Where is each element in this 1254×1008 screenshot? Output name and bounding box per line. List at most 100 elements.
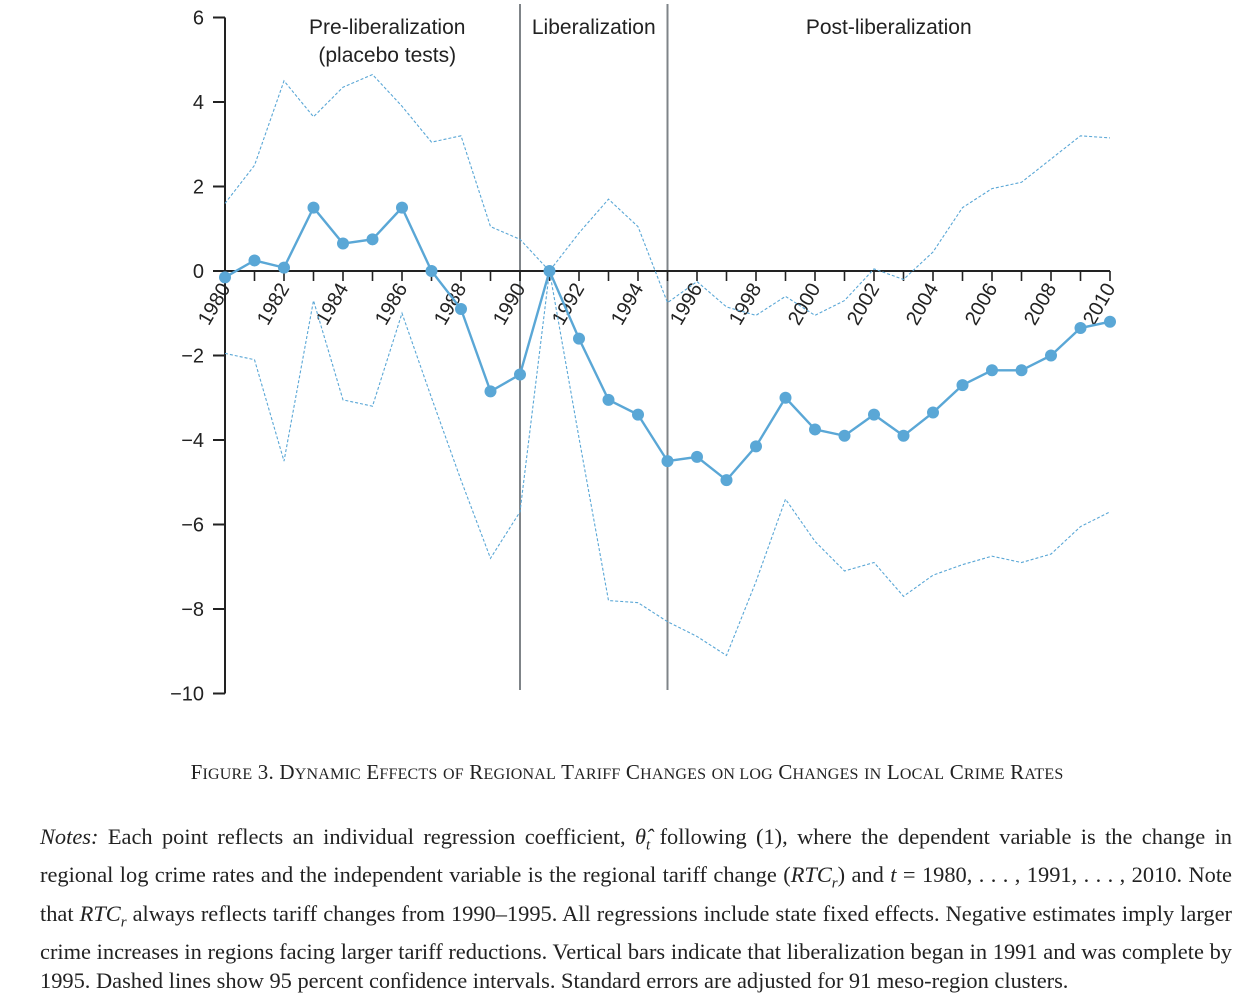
caption-number: 3. bbox=[252, 760, 280, 784]
estimate-point bbox=[750, 440, 762, 453]
caption-smallcaps: OCAL bbox=[899, 766, 945, 783]
y-tick-label: −4 bbox=[181, 430, 204, 452]
x-tick-label: 1998 bbox=[725, 280, 766, 330]
caption-smallcaps: ATES bbox=[1024, 766, 1064, 783]
estimate-point bbox=[602, 393, 615, 406]
caption-initial: E bbox=[366, 760, 380, 784]
estimate-point bbox=[484, 385, 497, 398]
y-tick-label: −10 bbox=[170, 684, 204, 706]
estimate-point bbox=[337, 237, 349, 250]
caption-smallcaps: ARIFF bbox=[574, 766, 621, 783]
caption-smallcaps: RIME bbox=[963, 766, 1005, 783]
estimate-point bbox=[1074, 322, 1087, 335]
caption-smallcaps: HANGES bbox=[792, 766, 859, 783]
caption-smallcaps: HANGES bbox=[640, 766, 707, 783]
estimate-point bbox=[956, 379, 969, 392]
y-tick-label: 6 bbox=[193, 8, 204, 30]
estimate-point bbox=[366, 233, 379, 246]
notes-text-1: Each point reflects an individual regres… bbox=[98, 824, 636, 849]
notes-text-3: ) and bbox=[837, 862, 891, 888]
y-tick-label: −6 bbox=[181, 515, 204, 537]
figure-caption: FIGURE 3. DYNAMIC EFFECTS OF REGIONAL TA… bbox=[0, 760, 1254, 785]
caption-initial: C bbox=[625, 760, 641, 784]
y-tick-label: −2 bbox=[181, 346, 204, 368]
caption-smallcaps: OF bbox=[442, 766, 464, 783]
estimate-point bbox=[691, 450, 703, 463]
estimate-point bbox=[307, 201, 320, 214]
estimate-point bbox=[868, 408, 880, 421]
x-tick-label: 1980 bbox=[194, 280, 235, 330]
estimate-point bbox=[779, 391, 792, 404]
x-tick-label: 2002 bbox=[843, 280, 884, 330]
phase-label: (placebo tests) bbox=[318, 44, 456, 67]
caption-initial: T bbox=[561, 760, 575, 784]
t-variable: t bbox=[890, 862, 897, 888]
y-tick-label: 0 bbox=[193, 261, 204, 283]
x-tick-label: 1996 bbox=[666, 280, 707, 330]
x-tick-label: 1992 bbox=[548, 280, 589, 330]
caption-initial: F bbox=[190, 760, 203, 784]
estimate-point bbox=[1104, 315, 1116, 328]
x-tick-label: 1986 bbox=[371, 280, 412, 330]
x-tick-label: 1982 bbox=[253, 280, 294, 330]
phase-label: Liberalization bbox=[532, 16, 656, 39]
x-axis: 1980 1982 1984 1986 1988 1990 1992 1994 1996 1998… bbox=[194, 270, 1120, 330]
phase-labels: Pre-liberalization (placebo tests) Liberal… bbox=[309, 16, 972, 67]
estimate-point bbox=[396, 201, 408, 214]
caption-initial: L bbox=[886, 760, 900, 784]
estimate-point bbox=[661, 455, 674, 468]
x-tick-label: 1994 bbox=[607, 280, 648, 330]
caption-initial: R bbox=[469, 760, 484, 784]
estimate-point bbox=[1045, 349, 1057, 362]
caption-smallcaps: FFECTS bbox=[379, 766, 438, 783]
x-tick-label: 2004 bbox=[902, 280, 943, 330]
caption-smallcaps: IGURE bbox=[202, 766, 253, 783]
caption-initial: D bbox=[279, 760, 295, 784]
estimate-series bbox=[219, 201, 1116, 487]
estimate-point bbox=[632, 408, 644, 421]
confidence-interval-lines bbox=[224, 73, 1111, 657]
theta-hat-symbol: θ̂t bbox=[635, 824, 651, 854]
estimate-point bbox=[514, 368, 526, 381]
caption-smallcaps: ON LOG bbox=[711, 766, 773, 783]
y-tick-label: −8 bbox=[181, 599, 204, 621]
estimate-point bbox=[897, 429, 910, 442]
estimate-point bbox=[278, 261, 290, 274]
rtc-symbol-2: RTCr bbox=[79, 900, 127, 931]
notes-text-5: always reflects tariff changes from 1990… bbox=[40, 900, 1232, 994]
x-tick-label: 2008 bbox=[1020, 280, 1061, 330]
figure-notes: Notes: Each point reflects an individual… bbox=[40, 822, 1232, 995]
phase-label: Post-liberalization bbox=[806, 16, 972, 39]
x-tick-label: 1990 bbox=[489, 280, 530, 330]
estimate-point bbox=[219, 271, 231, 284]
estimate-point bbox=[425, 265, 438, 277]
caption-smallcaps: EGIONAL bbox=[483, 766, 556, 783]
period-dividers bbox=[519, 4, 669, 690]
notes-label: Notes: bbox=[40, 824, 99, 849]
notes-text-4: = 1980, . . . , 1991, . . . , 2010. Note… bbox=[40, 862, 1232, 926]
estimate-point bbox=[720, 474, 733, 487]
estimate-point bbox=[455, 303, 467, 316]
estimate-point bbox=[543, 265, 556, 277]
estimate-point bbox=[986, 364, 998, 377]
y-tick-label: 2 bbox=[193, 177, 204, 199]
caption-initial: C bbox=[949, 760, 964, 784]
y-tick-label: 4 bbox=[193, 92, 204, 114]
x-tick-label: 2000 bbox=[784, 280, 825, 330]
estimate-point bbox=[838, 429, 851, 442]
estimate-point bbox=[809, 423, 821, 436]
upper-ci-line bbox=[224, 73, 1111, 316]
estimate-point bbox=[927, 406, 939, 419]
y-axis: 6 4 2 0 −2 −4 −6 −8 −10 bbox=[170, 8, 226, 706]
caption-smallcaps: IN bbox=[864, 766, 882, 783]
lower-ci-line bbox=[224, 270, 1111, 657]
caption-initial: R bbox=[1010, 760, 1025, 784]
event-study-chart: Pre-liberalization (placebo tests) Liberal… bbox=[170, 4, 1120, 706]
estimate-point bbox=[573, 332, 585, 345]
estimate-point bbox=[1015, 364, 1028, 377]
notes-text-2: following (1), where the dependent varia… bbox=[40, 824, 1232, 888]
estimate-point bbox=[248, 254, 261, 267]
rtc-symbol: RTCr bbox=[790, 862, 838, 892]
caption-initial: C bbox=[778, 760, 793, 784]
x-tick-label: 1984 bbox=[312, 280, 353, 330]
